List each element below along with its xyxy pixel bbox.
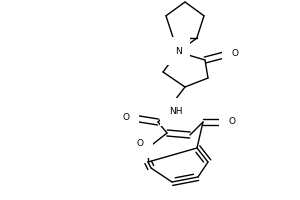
Text: O: O: [136, 140, 143, 148]
Text: O: O: [229, 117, 236, 127]
Text: O: O: [122, 114, 130, 122]
Text: O: O: [232, 49, 238, 58]
Text: NH: NH: [169, 108, 183, 116]
Text: N: N: [175, 46, 182, 55]
